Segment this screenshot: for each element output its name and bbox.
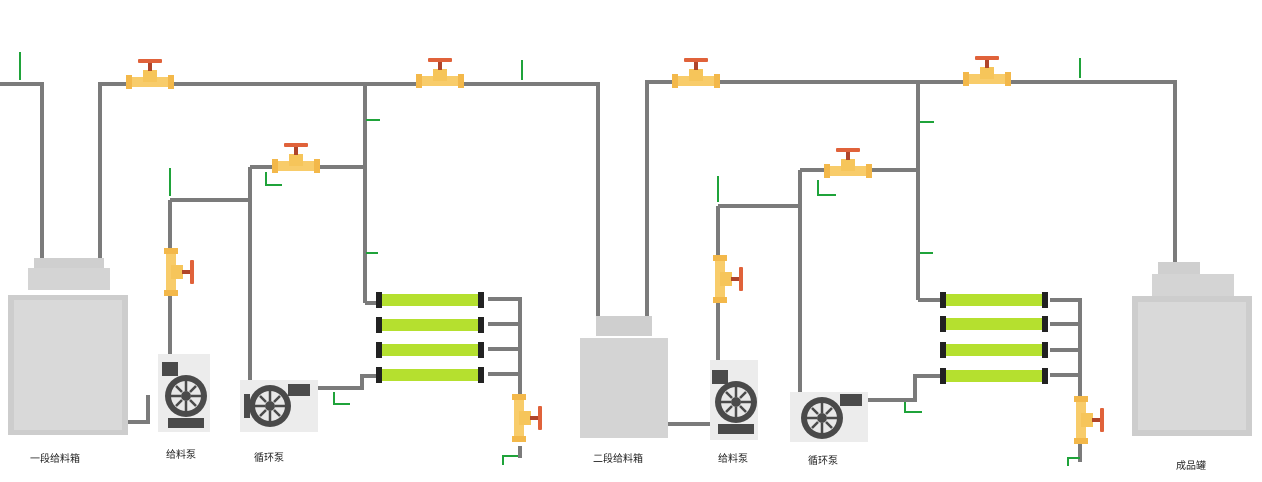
- feed-pump-1[interactable]: [158, 354, 210, 432]
- valve-icon[interactable]: [512, 394, 542, 442]
- valve-icon[interactable]: [272, 143, 320, 173]
- circ-pump-2[interactable]: [790, 392, 868, 442]
- tank-2: [580, 316, 668, 438]
- circ-pump-1-label: 循环泵: [254, 453, 284, 464]
- circ-pump-2-label: 循环泵: [808, 456, 838, 467]
- feed-pump-1-label: 给料泵: [166, 450, 196, 461]
- sensors-section-1: [19, 52, 523, 465]
- product-tank-label: 成品罐: [1176, 461, 1206, 472]
- valve-icon[interactable]: [824, 148, 872, 178]
- tank-1: [8, 258, 128, 435]
- product-tank: [1132, 262, 1252, 436]
- membrane-element-icon: [376, 317, 484, 333]
- valve-icon[interactable]: [713, 255, 743, 303]
- feed-pump-2[interactable]: [710, 360, 759, 440]
- membrane-element-icon: [940, 342, 1048, 358]
- pump-icon: [247, 383, 293, 429]
- membrane-element-icon: [376, 367, 484, 383]
- tank-1-label: 一段给料箱: [30, 454, 80, 465]
- membrane-element-icon: [376, 292, 484, 308]
- sensors-section-2: [717, 58, 1081, 466]
- section-1: [0, 52, 600, 465]
- membrane-element-icon: [940, 292, 1048, 308]
- pump-icon: [163, 373, 209, 419]
- valve-icon[interactable]: [164, 248, 194, 296]
- valve-icon[interactable]: [416, 58, 464, 88]
- feed-pump-2-label: 给料泵: [718, 454, 748, 465]
- pump-icon: [713, 379, 759, 425]
- membrane-element-icon: [940, 316, 1048, 332]
- valve-icon[interactable]: [126, 59, 174, 89]
- valve-icon[interactable]: [963, 56, 1011, 86]
- tank-2-label: 二段给料箱: [593, 454, 643, 465]
- membrane-element-icon: [376, 342, 484, 358]
- pump-icon: [799, 395, 845, 441]
- membrane-element-icon: [940, 368, 1048, 384]
- section-2: [580, 56, 1252, 466]
- circ-pump-1[interactable]: [240, 380, 318, 432]
- valve-icon[interactable]: [1074, 396, 1104, 444]
- pipes-section-2: [645, 80, 1177, 462]
- valve-icon[interactable]: [672, 58, 720, 88]
